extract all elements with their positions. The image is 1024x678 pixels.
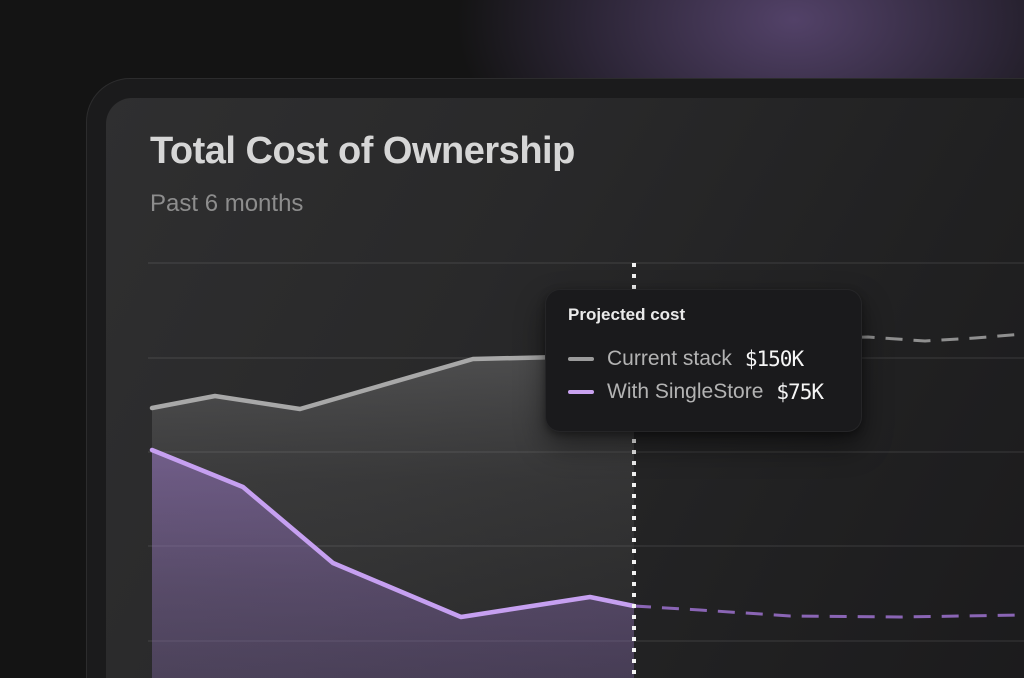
- tooltip-title: Projected cost: [568, 305, 686, 324]
- page-title: Total Cost of Ownership: [150, 130, 575, 172]
- singlestore-line: [149, 447, 637, 620]
- current-stack-value: $150K: [744, 346, 804, 371]
- tooltip-row-singlestore: With SingleStore $75K: [568, 375, 839, 408]
- singlestore-value: $75K: [776, 379, 824, 404]
- singlestore-area: [152, 450, 634, 678]
- current-stack-legend-swatch: [568, 356, 594, 361]
- singlestore-legend-swatch: [568, 389, 594, 394]
- page-subtitle: Past 6 months: [150, 190, 304, 217]
- projection-tooltip: Projected cost Current stack $150K With …: [545, 289, 862, 432]
- tooltip-row-current-stack: Current stack $150K: [568, 342, 839, 375]
- current-stack-label: Current stack: [607, 346, 732, 370]
- singlestore-label: With SingleStore: [607, 379, 764, 403]
- singlestore-projection-line: [633, 604, 1024, 619]
